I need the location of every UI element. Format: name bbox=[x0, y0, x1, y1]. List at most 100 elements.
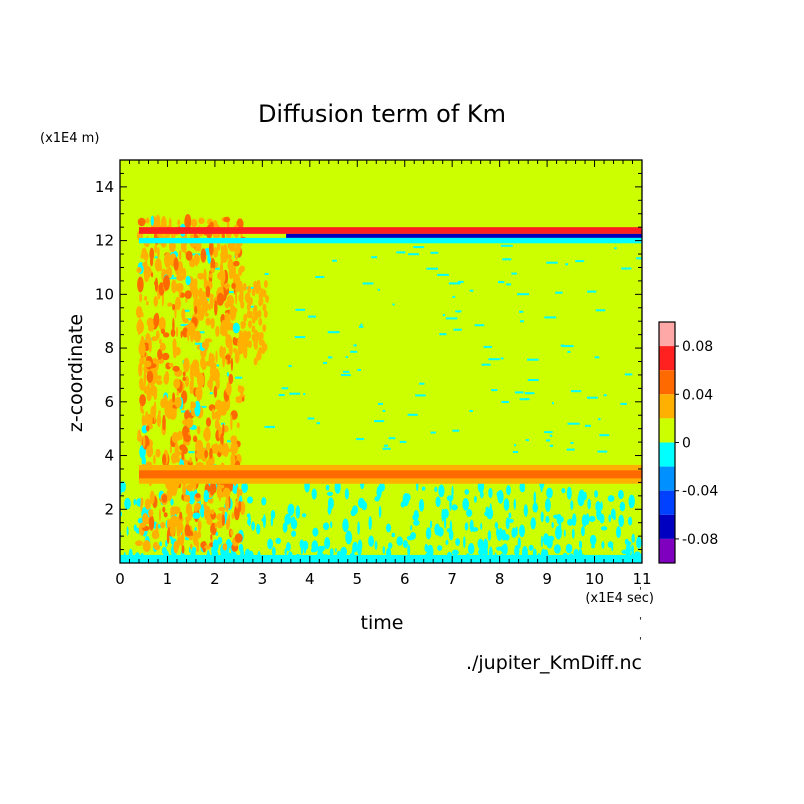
colorbar-swatch bbox=[659, 322, 675, 347]
negative-patch bbox=[329, 548, 334, 557]
negative-patch bbox=[548, 535, 555, 542]
negative-streak bbox=[614, 247, 617, 250]
turbulence-patch bbox=[144, 296, 148, 301]
negative-streak bbox=[437, 273, 449, 276]
turbulence-patch bbox=[155, 214, 161, 231]
colorbar-swatch bbox=[659, 418, 675, 443]
turbulence-patch bbox=[177, 219, 181, 226]
turbulence-patch bbox=[230, 357, 233, 372]
negative-patch bbox=[438, 484, 445, 498]
negative-patch bbox=[200, 504, 205, 518]
negative-streak bbox=[452, 295, 456, 298]
turbulence-patch bbox=[163, 275, 170, 291]
negative-patch bbox=[357, 521, 360, 535]
turbulence-patch bbox=[167, 518, 170, 530]
turbulence-patch bbox=[195, 386, 203, 399]
turbulence-patch bbox=[200, 356, 206, 370]
turbulence-patch bbox=[215, 350, 218, 364]
turbulence-patch bbox=[163, 256, 172, 264]
negative-patch bbox=[311, 488, 317, 500]
turbulence-patch bbox=[141, 456, 146, 467]
turbulence-patch bbox=[210, 509, 215, 515]
negative-patch bbox=[291, 530, 297, 537]
x-tick-label: 6 bbox=[400, 570, 410, 588]
turbulence-patch bbox=[166, 529, 170, 545]
turbulence-patch bbox=[147, 382, 151, 395]
turbulence-patch bbox=[259, 331, 264, 340]
negative-streak bbox=[506, 283, 512, 286]
negative-patch bbox=[247, 496, 253, 504]
negative-patch bbox=[441, 508, 445, 522]
turbulence-patch bbox=[235, 289, 238, 305]
turbulence-patch bbox=[214, 399, 223, 411]
negative-patch bbox=[324, 537, 331, 550]
negative-patch bbox=[596, 507, 602, 521]
turbulence-patch bbox=[179, 444, 187, 451]
turbulence-patch bbox=[201, 341, 210, 349]
turbulence-patch bbox=[154, 277, 158, 292]
negative-streak bbox=[345, 356, 348, 358]
negative-streak bbox=[552, 402, 554, 405]
negative-patch bbox=[357, 497, 365, 509]
turbulence-patch bbox=[209, 448, 213, 459]
negative-streak bbox=[316, 422, 320, 425]
turbulence-patch bbox=[263, 310, 268, 318]
turbulence-patch bbox=[202, 298, 209, 313]
negative-patch bbox=[544, 538, 548, 543]
turbulence-patch bbox=[253, 305, 258, 313]
turbulence-patch bbox=[205, 317, 211, 326]
negative-streak bbox=[382, 447, 391, 450]
negative-streak bbox=[453, 328, 462, 331]
turbulence-patch bbox=[221, 514, 225, 527]
negative-patch bbox=[566, 486, 572, 500]
dipole-band-positive bbox=[138, 227, 642, 234]
negative-streak bbox=[546, 261, 558, 264]
turbulence-patch bbox=[236, 422, 240, 429]
dipole-band-negative bbox=[286, 233, 642, 238]
turbulence-patch bbox=[146, 217, 150, 224]
negative-patch bbox=[382, 546, 386, 554]
negative-streak bbox=[512, 451, 519, 453]
negative-patch bbox=[561, 488, 566, 494]
negative-patch bbox=[578, 540, 583, 549]
negative-patch bbox=[515, 526, 518, 536]
turbulence-patch bbox=[175, 296, 181, 311]
turbulence-patch bbox=[180, 330, 183, 339]
turbulence-patch bbox=[223, 346, 226, 355]
turbulence-patch bbox=[145, 413, 153, 428]
turbulence-patch bbox=[189, 456, 192, 464]
turbulence-patch bbox=[155, 330, 160, 340]
turbulence-patch bbox=[142, 516, 151, 525]
turbulence-patch bbox=[135, 306, 143, 319]
turbulence-patch bbox=[153, 409, 156, 423]
turbulence-patch bbox=[223, 216, 231, 223]
negative-streak bbox=[502, 258, 512, 261]
negative-patch bbox=[374, 540, 378, 550]
colorbar-swatch bbox=[659, 466, 675, 491]
negative-patch bbox=[451, 504, 458, 511]
negative-patch bbox=[302, 540, 309, 551]
negative-patch bbox=[434, 523, 441, 536]
turbulence-patch bbox=[184, 290, 192, 300]
turbulence-patch bbox=[262, 289, 267, 298]
turbulence-patch bbox=[149, 247, 155, 261]
colorbar-tick-label: 0.04 bbox=[682, 387, 713, 403]
negative-patch bbox=[532, 548, 537, 557]
turbulence-patch bbox=[233, 347, 238, 354]
negative-patch bbox=[563, 529, 566, 537]
y-tick-label: 4 bbox=[104, 447, 114, 465]
negative-streak bbox=[396, 251, 406, 254]
negative-patch bbox=[553, 544, 561, 554]
negative-patch bbox=[449, 498, 452, 511]
negative-patch bbox=[636, 536, 642, 549]
turbulence-patch bbox=[189, 234, 195, 240]
turbulence-patch bbox=[215, 442, 219, 455]
negative-patch bbox=[616, 526, 621, 539]
negative-streak bbox=[384, 444, 388, 447]
turbulence-patch bbox=[226, 254, 232, 259]
turbulence-patch bbox=[208, 273, 213, 279]
negative-streak bbox=[197, 331, 205, 334]
negative-patch bbox=[468, 543, 475, 555]
turbulence-patch bbox=[182, 371, 186, 377]
negative-patch bbox=[533, 491, 537, 504]
